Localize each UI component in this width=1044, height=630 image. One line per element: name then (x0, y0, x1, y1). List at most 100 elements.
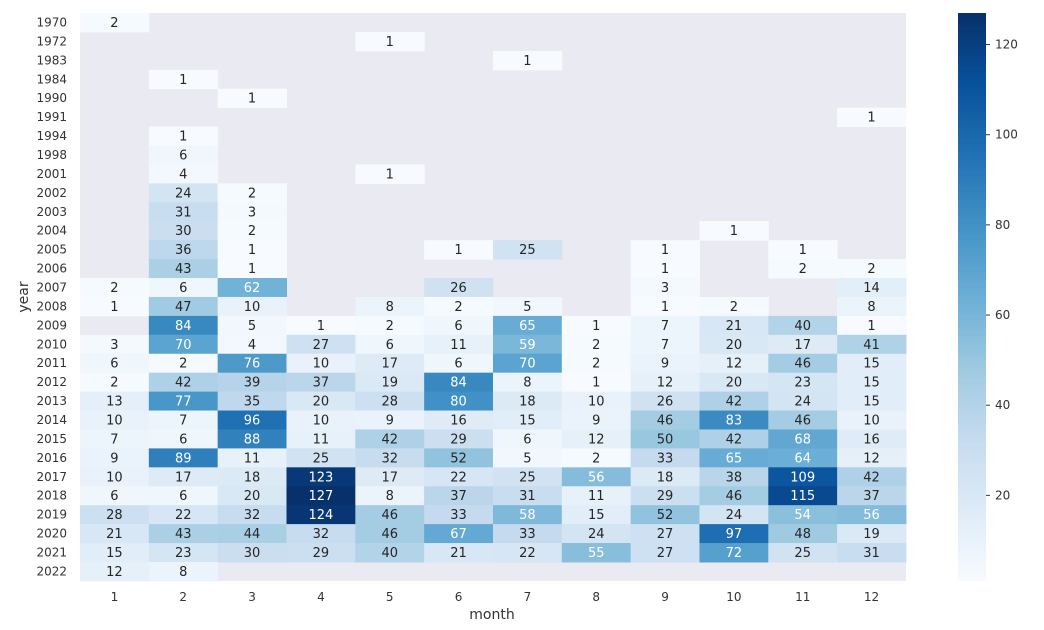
cell-label-2017-9: 18 (657, 470, 674, 485)
heatmap-cell-2019-7 (492, 505, 563, 525)
heatmap-cell-2013-10 (699, 391, 769, 412)
y-tick-1994: 1994 (36, 129, 67, 143)
cell-label-2009-4: 1 (317, 319, 325, 334)
heatmap-cells (80, 13, 907, 582)
cell-label-2007-6: 26 (450, 281, 467, 296)
y-tick-1998: 1998 (36, 148, 67, 162)
cell-label-2003-2: 31 (175, 205, 192, 220)
heatmap-cell-2008-10 (699, 296, 769, 317)
cell-label-2015-5: 42 (381, 432, 398, 447)
cell-label-1972-5: 1 (386, 35, 394, 50)
cell-label-2010-7: 59 (519, 338, 536, 353)
cell-label-2015-8: 12 (588, 432, 605, 447)
y-tick-2022: 2022 (36, 564, 67, 578)
heatmap-cell-2019-9 (630, 505, 700, 525)
cell-label-2006-2: 43 (175, 262, 192, 277)
heatmap-cell-2016-3 (217, 448, 287, 468)
cell-label-2006-9: 1 (661, 262, 669, 277)
cell-label-2020-6: 67 (450, 527, 467, 542)
cell-label-2021-4: 29 (313, 546, 330, 561)
heatmap-cell-2012-5 (355, 372, 425, 393)
heatmap-cell-2018-12 (837, 486, 907, 506)
colorbar-tick-60: 60 (995, 308, 1010, 322)
heatmap-cell-2012-8 (561, 372, 632, 393)
cell-label-2016-4: 25 (313, 451, 330, 466)
heatmap-cell-2011-12 (837, 353, 907, 374)
cell-label-2013-9: 26 (657, 395, 674, 410)
cell-label-2012-2: 42 (175, 376, 192, 391)
cell-label-2020-3: 44 (244, 527, 261, 542)
cell-label-2014-7: 15 (519, 413, 536, 428)
cell-label-2020-2: 43 (175, 527, 192, 542)
heatmap-cell-2018-2 (148, 486, 219, 506)
cell-label-2004-10: 1 (730, 224, 738, 239)
cell-label-2014-9: 46 (657, 413, 674, 428)
cell-label-2008-6: 2 (454, 300, 462, 315)
heatmap-cell-2020-10 (699, 524, 769, 544)
cell-label-2010-12: 41 (863, 338, 880, 353)
cell-label-2020-8: 24 (588, 527, 605, 542)
cell-label-2009-11: 40 (794, 319, 811, 334)
x-tick-2: 2 (179, 590, 187, 604)
x-axis-label: month (469, 607, 514, 623)
heatmap-cell-2012-6 (424, 372, 494, 393)
heatmap-cell-2007-12 (837, 278, 907, 298)
heatmap-cell-2007-2 (148, 278, 219, 298)
heatmap-cell-2015-11 (768, 429, 838, 449)
cell-label-2007-12: 14 (863, 281, 880, 296)
heatmap-cell-2008-1 (80, 296, 150, 317)
heatmap-cell-2010-10 (699, 334, 769, 355)
cell-label-2010-6: 11 (450, 338, 467, 353)
heatmap-cell-2015-7 (492, 429, 563, 449)
heatmap-cell-2020-6 (424, 524, 494, 544)
cell-label-2018-5: 8 (386, 489, 394, 504)
cell-label-2015-10: 42 (726, 432, 743, 447)
heatmap-cell-2018-1 (80, 486, 150, 506)
cell-label-2012-11: 23 (794, 376, 811, 391)
cell-label-2019-11: 54 (794, 508, 811, 523)
y-tick-2020: 2020 (36, 527, 67, 541)
cell-label-2001-5: 1 (386, 167, 394, 182)
x-tick-4: 4 (317, 590, 325, 604)
cell-label-2021-5: 40 (381, 546, 398, 561)
cell-label-2020-7: 33 (519, 527, 536, 542)
heatmap-cell-2001-2 (148, 164, 219, 184)
heatmap-cell-2017-1 (80, 467, 150, 487)
heatmap-cell-2019-3 (217, 505, 287, 525)
heatmap-cell-2006-2 (148, 259, 219, 279)
heatmap-cell-2021-11 (768, 543, 838, 563)
heatmap-cell-2019-4 (286, 505, 356, 525)
cell-label-2014-5: 9 (386, 413, 394, 428)
cell-label-2019-6: 33 (450, 508, 467, 523)
cell-label-2019-7: 58 (519, 508, 536, 523)
heatmap-cell-2021-7 (492, 543, 563, 563)
heatmap-cell-2010-1 (80, 334, 150, 355)
heatmap-cell-1972-5 (355, 31, 425, 52)
cell-label-2011-7: 70 (519, 357, 536, 372)
heatmap-cell-2018-6 (424, 486, 494, 506)
heatmap-cell-2009-9 (630, 315, 700, 336)
cell-label-2013-4: 20 (313, 395, 330, 410)
cell-label-2014-1: 10 (106, 413, 123, 428)
y-tick-2002: 2002 (36, 186, 67, 200)
y-tick-2010: 2010 (36, 337, 67, 351)
heatmap-cell-2010-12 (837, 334, 907, 355)
cell-label-2001-2: 4 (179, 167, 187, 182)
heatmap-cell-2007-9 (630, 278, 700, 298)
heatmap-cell-2019-1 (80, 505, 150, 525)
heatmap-cell-2011-7 (492, 353, 563, 374)
heatmap-cell-2012-2 (148, 372, 219, 393)
cell-label-2006-12: 2 (867, 262, 875, 277)
cell-label-2016-2: 89 (175, 451, 192, 466)
heatmap-cell-2007-3 (217, 278, 287, 298)
y-tick-1991: 1991 (36, 110, 67, 124)
heatmap-cell-2011-11 (768, 353, 838, 374)
heatmap-cell-2021-6 (424, 543, 494, 563)
cell-label-2016-10: 65 (726, 451, 743, 466)
cell-label-2018-11: 115 (790, 489, 815, 504)
heatmap-cell-2008-9 (630, 296, 700, 317)
heatmap-cell-2011-8 (561, 353, 632, 374)
heatmap-cell-2014-9 (630, 410, 700, 430)
heatmap-cell-2013-3 (217, 391, 287, 412)
